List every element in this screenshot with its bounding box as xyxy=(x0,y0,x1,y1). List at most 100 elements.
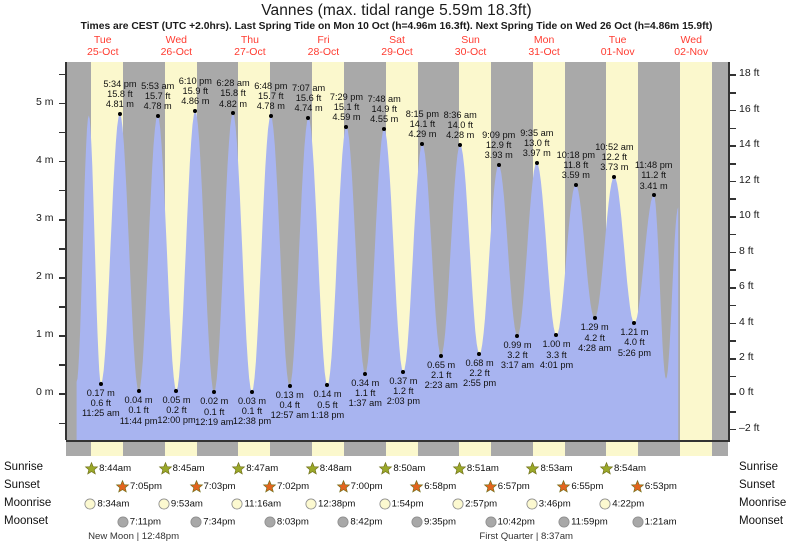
high-tide-4-dot xyxy=(268,113,273,118)
astro-row-label-right-sunset: Sunset xyxy=(739,479,775,491)
astro-moonrise-time: 1:54pm xyxy=(391,498,424,510)
feet-7-tick xyxy=(730,269,736,271)
astro-sunrise-time: 8:45am xyxy=(172,463,205,475)
sunset-star-icon xyxy=(630,479,645,493)
high-tide-7-line: 14.9 ft xyxy=(371,104,397,115)
astro-sunset-6: 6:55pm xyxy=(557,479,604,493)
feet-4-tick xyxy=(730,322,736,325)
high-tide-8-line: 8:15 pm xyxy=(405,108,439,119)
sunrise-star-icon xyxy=(526,461,540,475)
feet-5-tick xyxy=(730,304,736,307)
high-tide-7: 7:48 am 14.9 ft 4.55 m xyxy=(368,94,401,125)
high-tide-6-line: 4.59 m xyxy=(332,111,361,122)
low-tide-13-line: 4.2 ft xyxy=(584,332,605,343)
low-tide-11: 0.99 m 3.2 ft 3:17 am xyxy=(501,340,534,371)
day-header-01-nov: Tue 01-Nov xyxy=(578,34,658,58)
feet-14-label: 14 ft xyxy=(739,138,760,151)
chart-subtitle: Times are CEST (UTC +2.0hrs). Last Sprin… xyxy=(80,21,713,32)
low-tide-10-line: 2.2 ft xyxy=(469,368,490,379)
high-tide-14-line: 11.2 ft xyxy=(641,170,667,181)
low-tide-14-dot xyxy=(632,321,637,326)
astro-moonset-time: 10:42pm xyxy=(497,516,535,528)
high-tide-14-line: 3.41 m xyxy=(639,180,668,191)
meters-1-tick xyxy=(59,335,65,337)
high-tide-14: 11:48 pm 11.2 ft 3.41 m xyxy=(635,160,673,191)
low-tide-0: 0.17 m 0.6 ft 11:25 am xyxy=(82,388,120,419)
astro-moonset-time: 8:03pm xyxy=(276,516,309,528)
moonrise-circle-icon xyxy=(305,498,317,510)
low-tide-9-line: 2:23 am xyxy=(424,380,458,391)
sunset-star-icon xyxy=(336,479,350,493)
high-tide-6-line: 7:29 pm xyxy=(329,91,364,102)
high-tide-9-line: 14.0 ft xyxy=(447,119,473,130)
low-tide-11-line: 0.99 m xyxy=(503,339,532,350)
astro-row-label-moonrise: Moonrise xyxy=(4,497,52,509)
astro-moonset-time: 8:42pm xyxy=(350,516,383,528)
high-tide-2-line: 4.86 m xyxy=(181,96,210,107)
astro-sunset-5: 6:57pm xyxy=(483,479,530,493)
high-tide-14-line: 11:48 pm xyxy=(634,160,673,171)
low-tide-12-dot xyxy=(554,333,559,338)
low-tide-2-dot xyxy=(174,388,179,393)
moonset-circle-icon xyxy=(411,516,423,528)
astro-sunrise-7: 8:54am xyxy=(599,461,646,475)
low-tide-8: 0.37 m 1.2 ft 2:03 pm xyxy=(387,376,420,407)
astro-moonrise-1: 9:53am xyxy=(158,498,203,510)
feet-2-tick xyxy=(730,358,736,360)
low-tide-13: 1.29 m 4.2 ft 4:28 am xyxy=(578,322,611,353)
moon-phase-new-moon: New Moon | 12:48pm xyxy=(88,531,180,542)
feet-8-label: 8 ft xyxy=(739,244,754,257)
day-date: 25-Oct xyxy=(87,46,119,58)
astro-moonset-time: 1:21am xyxy=(644,516,677,528)
astro-sunset-time: 7:00pm xyxy=(350,481,383,493)
low-tide-6-dot xyxy=(325,383,330,388)
astro-moonset-5: 10:42pm xyxy=(484,516,535,528)
daylight-strip-6 xyxy=(532,442,565,456)
high-tide-4: 6:48 pm 15.7 ft 4.78 m xyxy=(254,81,287,112)
high-tide-6-dot xyxy=(344,124,349,129)
high-tide-5-line: 4.74 m xyxy=(294,103,323,114)
high-tide-12-line: 3.59 m xyxy=(561,170,590,181)
moonrise-circle-icon xyxy=(84,498,96,510)
astro-moonset-4: 9:35pm xyxy=(411,516,456,528)
feet-0-label: 0 ft xyxy=(739,386,754,399)
astro-sunrise-6: 8:53am xyxy=(526,461,572,475)
sunset-star-icon xyxy=(189,479,203,493)
high-tide-10-line: 9:09 pm xyxy=(482,129,516,140)
low-tide-3: 0.02 m 0.1 ft 12:19 am xyxy=(195,396,233,427)
day-of-week: Mon xyxy=(533,34,555,46)
astro-sunset-1: 7:03pm xyxy=(189,479,236,493)
plot-bottom-axis xyxy=(66,440,730,442)
feet-15-tick xyxy=(730,127,736,130)
astro-table: Sunrise Sunrise Sunset Sunset Moonrise Moonri… xyxy=(0,455,793,542)
high-tide-3: 6:28 am 15.8 ft 4.82 m xyxy=(216,78,249,109)
sunrise-star-icon xyxy=(379,461,393,475)
high-tide-13-dot xyxy=(612,174,617,179)
astro-moonrise-7: 4:22pm xyxy=(599,498,644,510)
day-of-week: Wed xyxy=(165,34,188,46)
meters-2-tick xyxy=(59,277,65,279)
astro-moonrise-2: 11:16am xyxy=(231,498,281,510)
astro-sunrise-time: 8:54am xyxy=(614,463,646,475)
astro-sunset-7: 6:53pm xyxy=(630,479,677,493)
day-date: 28-Oct xyxy=(307,46,340,58)
high-tide-10-dot xyxy=(496,162,501,167)
y-axis-feet xyxy=(728,62,730,440)
astro-sunset-time: 6:55pm xyxy=(571,481,604,493)
meters-4-label: 4 m xyxy=(36,153,54,166)
low-tide-11-line: 3:17 am xyxy=(500,360,535,371)
sunset-star-icon xyxy=(557,479,571,493)
low-tide-9-line: 0.65 m xyxy=(427,359,456,370)
low-tide-6: 0.14 m 0.5 ft 1:18 pm xyxy=(311,389,344,420)
high-tide-12-line: 10:18 pm xyxy=(556,149,595,160)
low-tide-14: 1.21 m 4.0 ft 5:26 pm xyxy=(618,327,651,358)
moonrise-circle-icon xyxy=(526,498,538,510)
astro-row-label-right-moonrise: Moonrise xyxy=(739,497,787,509)
low-tide-4-dot xyxy=(249,389,254,394)
day-of-week: Wed xyxy=(680,34,702,46)
high-tide-0-line: 4.81 m xyxy=(105,99,134,110)
day-header-02-nov: Wed 02-Nov xyxy=(651,34,731,58)
high-tide-13: 10:52 am 12.2 ft 3.73 m xyxy=(595,142,633,173)
day-date: 30-Oct xyxy=(454,46,487,58)
sunset-star-icon xyxy=(483,479,498,493)
